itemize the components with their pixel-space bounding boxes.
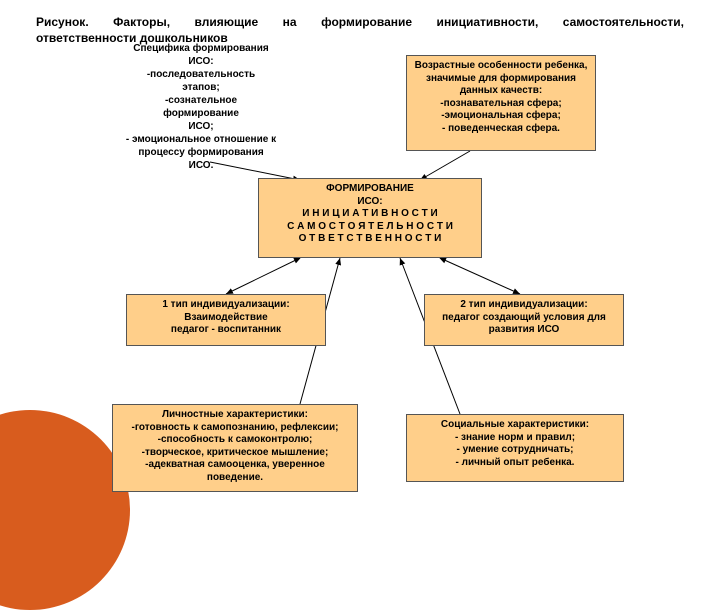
node-center-iso: ФОРМИРОВАНИЕИСО:И Н И Ц И А Т И В Н О С …	[258, 178, 482, 258]
node-individualization-1: 1 тип индивидуализации:Взаимодействиепед…	[126, 294, 326, 346]
node-personal-traits: Личностные характеристики:-готовность к …	[112, 404, 358, 492]
title-line1: Рисунок. Факторы, влияющие на формирован…	[36, 15, 684, 29]
decor-circle-large	[0, 410, 130, 610]
node-individualization-2: 2 тип индивидуализации:педагог создающий…	[424, 294, 624, 346]
node-age-features: Возрастные особенности ребенка, значимые…	[406, 55, 596, 151]
node-social-traits: Социальные характеристики:- знание норм …	[406, 414, 624, 482]
node-specifics: Специфика формированияИСО:-последователь…	[106, 42, 296, 162]
